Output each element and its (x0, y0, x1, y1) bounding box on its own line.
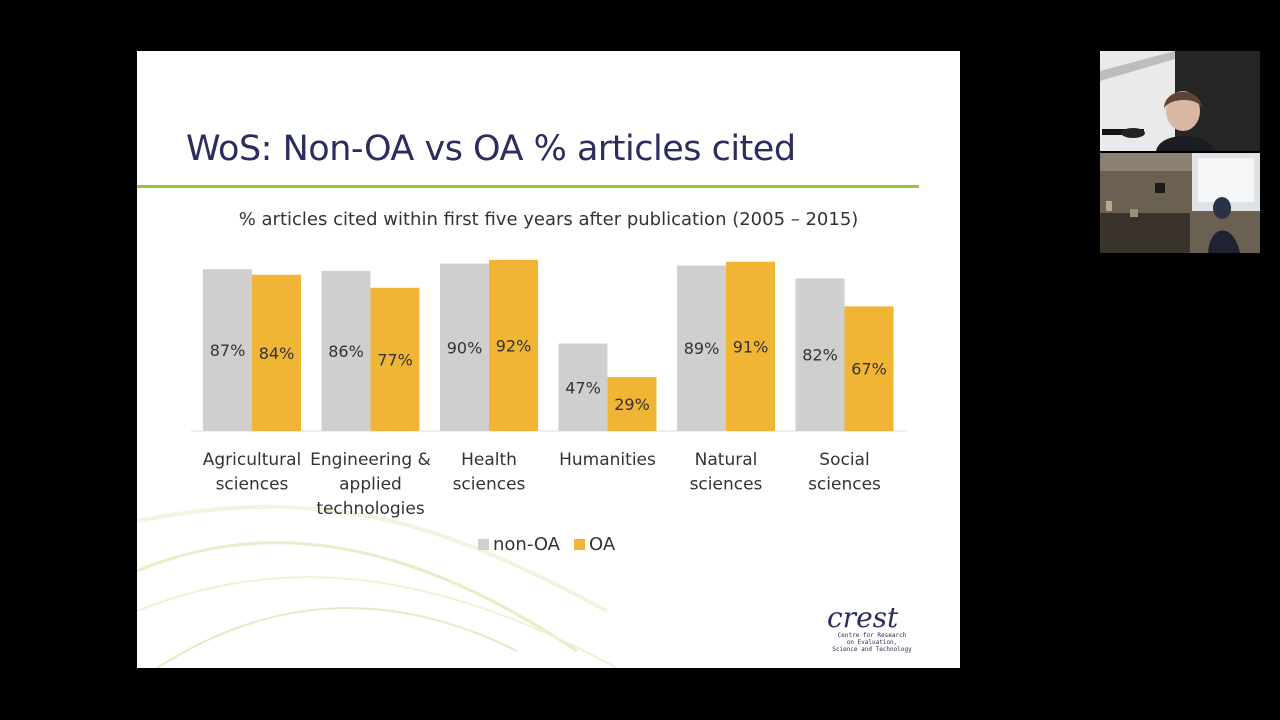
legend-swatch-non-oa (478, 539, 489, 550)
room-webcam-image (1100, 153, 1260, 253)
category-label: Health (461, 450, 517, 470)
category-label: sciences (808, 475, 881, 495)
crest-logo-line: Science and Technology (832, 646, 912, 653)
data-label: 91% (733, 337, 769, 356)
category-label: Humanities (559, 450, 656, 470)
bar-non-oa (440, 263, 489, 431)
data-label: 87% (210, 341, 246, 360)
data-label: 77% (377, 350, 413, 369)
category-label: Engineering & (310, 450, 431, 470)
bar-chart: 87% 84% Agricultural sciences 86% 77% Engineer… (191, 259, 907, 519)
legend-label-non-oa: non-OA (493, 534, 560, 555)
data-label: 82% (802, 346, 838, 365)
category-label: applied (339, 475, 402, 495)
bar-oa (489, 259, 538, 431)
category-label: sciences (453, 475, 526, 495)
title-rule (137, 185, 919, 188)
legend-item-oa: OA (574, 534, 615, 555)
chart-title: % articles cited within first five years… (238, 209, 859, 230)
decorative-swoosh (137, 505, 618, 668)
bar-oa (726, 261, 775, 431)
data-label: 89% (684, 339, 720, 358)
category-label: sciences (216, 475, 289, 495)
bar-oa (844, 306, 894, 431)
bar-oa (252, 274, 301, 431)
data-label: 67% (851, 360, 887, 379)
category-label: Social (819, 450, 869, 470)
crest-logo-line: Centre for Research (837, 632, 907, 639)
bar-oa (607, 377, 657, 431)
data-label: 92% (496, 336, 532, 355)
legend-swatch-oa (574, 539, 585, 550)
presentation-slide: WoS: Non-OA vs OA % articles cited % art… (137, 51, 960, 668)
crest-logo: crest Centre for Research on Evaluation,… (817, 601, 927, 654)
chart-legend: non-OA OA (478, 534, 615, 555)
category-label: technologies (316, 499, 425, 519)
crest-logo-line: on Evaluation, (846, 639, 898, 646)
data-label: 86% (328, 342, 364, 361)
speaker-webcam (1100, 51, 1260, 151)
category-label: Natural (695, 450, 758, 470)
speaker-webcam-image (1100, 51, 1260, 151)
legend-item-non-oa: non-OA (478, 534, 560, 555)
room-webcam (1100, 153, 1260, 253)
slide-title: WoS: Non-OA vs OA % articles cited (186, 129, 796, 169)
bar-non-oa (558, 343, 608, 431)
category-label: Agricultural (203, 450, 302, 470)
bar-non-oa (677, 265, 726, 431)
bar-non-oa (321, 271, 371, 431)
data-label: 29% (614, 395, 650, 414)
bar-non-oa (203, 269, 252, 431)
crest-logo-word: crest (827, 601, 899, 634)
data-label: 90% (447, 338, 483, 357)
category-label: sciences (690, 475, 763, 495)
data-label: 84% (259, 344, 295, 363)
bar-oa (370, 287, 420, 431)
bar-non-oa (795, 278, 845, 431)
legend-label-oa: OA (589, 534, 616, 555)
data-label: 47% (565, 378, 601, 397)
